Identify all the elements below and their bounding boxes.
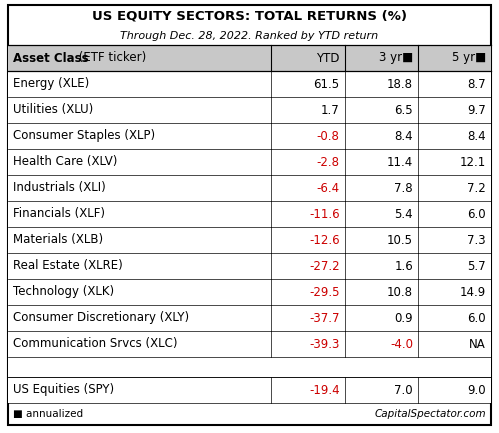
Text: -0.8: -0.8 [317,129,340,142]
Bar [8,175,491,201]
Text: ■ annualized: ■ annualized [13,409,83,419]
Text: 6.0: 6.0 [468,311,486,324]
Text: (ETF ticker): (ETF ticker) [75,52,146,65]
Text: 11.4: 11.4 [387,155,413,168]
Bar [8,71,491,97]
Text: Consumer Staples (XLP): Consumer Staples (XLP) [13,129,155,142]
Text: Communication Srvcs (XLC): Communication Srvcs (XLC) [13,337,178,350]
Bar [8,253,491,279]
Text: 1.6: 1.6 [394,259,413,272]
Text: 3 yr■: 3 yr■ [379,52,413,65]
Text: 1.7: 1.7 [321,103,340,116]
Text: 5 yr■: 5 yr■ [452,52,486,65]
Bar [8,97,491,123]
Text: 5.4: 5.4 [394,207,413,220]
Text: -29.5: -29.5 [309,285,340,298]
Text: 61.5: 61.5 [313,78,340,90]
Text: 0.9: 0.9 [394,311,413,324]
Text: 7.8: 7.8 [394,181,413,194]
Text: 7.0: 7.0 [394,384,413,397]
Text: 10.5: 10.5 [387,233,413,246]
Text: -4.0: -4.0 [390,337,413,350]
Text: -11.6: -11.6 [309,207,340,220]
Text: 9.7: 9.7 [467,103,486,116]
Text: -12.6: -12.6 [309,233,340,246]
Text: Materials (XLB): Materials (XLB) [13,233,103,246]
Text: Asset Class: Asset Class [13,52,89,65]
Bar [8,305,491,331]
Text: -6.4: -6.4 [316,181,340,194]
Text: US Equities (SPY): US Equities (SPY) [13,384,114,397]
Text: 6.0: 6.0 [468,207,486,220]
Text: Through Dec. 28, 2022. Ranked by YTD return: Through Dec. 28, 2022. Ranked by YTD ret… [120,31,379,41]
Text: Technology (XLK): Technology (XLK) [13,285,114,298]
Text: 8.4: 8.4 [394,129,413,142]
Text: -39.3: -39.3 [309,337,340,350]
Bar [8,123,491,149]
Bar [8,357,491,377]
Bar [8,377,491,403]
Text: 18.8: 18.8 [387,78,413,90]
Text: CapitalSpectator.com: CapitalSpectator.com [374,409,486,419]
Text: Energy (XLE): Energy (XLE) [13,78,89,90]
Text: 12.1: 12.1 [460,155,486,168]
Text: Industrials (XLI): Industrials (XLI) [13,181,106,194]
Bar [8,227,491,253]
Text: 7.2: 7.2 [467,181,486,194]
Text: Utilities (XLU): Utilities (XLU) [13,103,93,116]
Bar [8,45,491,71]
Text: NA: NA [469,337,486,350]
Bar [8,201,491,227]
Text: -27.2: -27.2 [309,259,340,272]
Text: 5.7: 5.7 [468,259,486,272]
Text: -2.8: -2.8 [317,155,340,168]
Bar [8,331,491,357]
Text: Consumer Discretionary (XLY): Consumer Discretionary (XLY) [13,311,189,324]
Text: 8.7: 8.7 [468,78,486,90]
Text: -37.7: -37.7 [309,311,340,324]
Text: US EQUITY SECTORS: TOTAL RETURNS (%): US EQUITY SECTORS: TOTAL RETURNS (%) [92,10,407,23]
Text: Health Care (XLV): Health Care (XLV) [13,155,117,168]
Text: Real Estate (XLRE): Real Estate (XLRE) [13,259,123,272]
Text: 6.5: 6.5 [394,103,413,116]
Text: 8.4: 8.4 [468,129,486,142]
Bar [8,279,491,305]
Text: YTD: YTD [316,52,340,65]
Text: -19.4: -19.4 [309,384,340,397]
Text: 9.0: 9.0 [468,384,486,397]
Text: 10.8: 10.8 [387,285,413,298]
Bar [8,149,491,175]
Text: 14.9: 14.9 [460,285,486,298]
Text: 7.3: 7.3 [468,233,486,246]
Text: Financials (XLF): Financials (XLF) [13,207,105,220]
